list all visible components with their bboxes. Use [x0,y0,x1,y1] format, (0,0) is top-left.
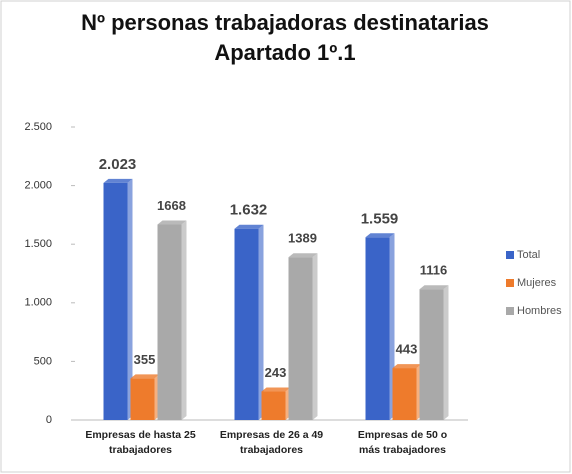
bar-side [312,253,318,420]
bar [419,289,444,420]
bar [157,224,182,420]
legend-swatch [506,279,514,287]
legend-label: Total [517,249,540,261]
data-label: 1116 [420,263,448,278]
bar-top [157,220,187,225]
bar-side [258,224,264,420]
data-label: 1.559 [361,210,399,227]
x-tick-box: Empresas de 26 a 49 trabajadores [219,429,324,456]
data-label: 2.023 [99,156,137,173]
y-tick-label: 2.500 [24,121,52,133]
bar-top [234,224,264,229]
bar-top [392,364,422,369]
data-label: 1.632 [230,202,268,219]
bar-top [130,374,160,379]
y-tick-label: 0 [46,414,52,426]
bar [365,237,390,420]
x-tick-box: Empresas de 50 o más trabajadores [357,429,448,456]
bar [392,368,417,420]
bar-side [127,178,133,420]
bar [288,257,313,420]
y-tick-label: 500 [34,355,52,367]
bar-top [261,387,291,392]
legend-swatch [506,251,514,259]
x-tick-box: Empresas de hasta 25 trabajadores [85,429,196,456]
chart-title: Nº personas trabajadoras destinatarias A… [81,10,489,65]
data-label: 1389 [288,231,317,246]
bar [103,182,128,420]
legend-label: Mujeres [517,277,557,289]
bar-top [365,233,395,238]
y-tick-label: 2.000 [24,180,52,192]
bar-side [181,220,187,420]
bar-top [103,178,133,183]
x-tick-label: Empresas de 26 a 49 trabajadores [219,429,324,456]
data-label: 1668 [157,198,186,213]
data-label: 355 [134,352,156,367]
x-tick-label: Empresas de 50 o más trabajadores [357,429,448,456]
bar-side [443,285,449,420]
bar [261,391,286,420]
data-label: 443 [396,342,418,357]
bar [234,228,259,420]
bar [130,378,155,420]
y-tick-label: 1.000 [24,297,52,309]
legend-label: Hombres [517,305,562,317]
legend-swatch [506,307,514,315]
y-tick-label: 1.500 [24,238,52,250]
bar-top [288,253,318,258]
data-label: 243 [265,365,287,380]
title-box: Nº personas trabajadoras destinatarias A… [81,10,489,65]
x-tick-label: Empresas de hasta 25 trabajadores [85,429,196,456]
bar-top [419,285,449,290]
